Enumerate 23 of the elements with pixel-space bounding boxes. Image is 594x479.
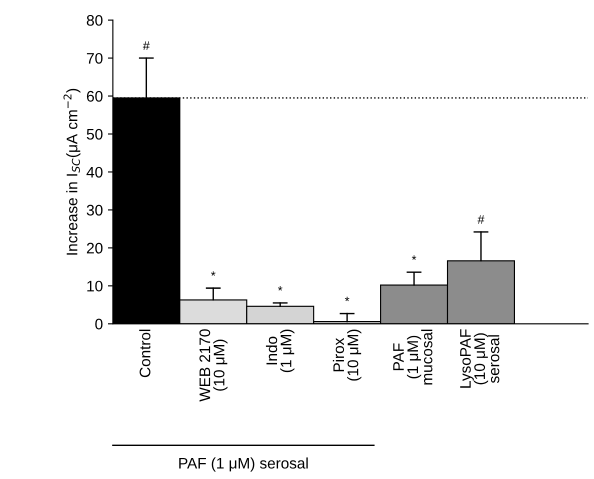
annotation: *	[412, 255, 416, 260]
annotation: *	[278, 286, 282, 291]
y-tick-label: 50	[86, 128, 103, 140]
annotation: #	[478, 215, 484, 224]
y-tick-label: 20	[86, 242, 103, 254]
y-tick-label: 60	[86, 90, 103, 102]
text: PAF (1 μM) serosal	[179, 457, 308, 472]
annotation: #	[142, 41, 150, 50]
x-tick-label: Indo (1 μM)	[266, 330, 294, 372]
annotation: *	[211, 271, 216, 276]
y-axis-title: Increase in I$_{SC}$(μA cm$^{−2}$)	[63, 88, 80, 255]
y-tick-label: 40	[86, 166, 103, 178]
x-tick-label: Control	[139, 330, 150, 378]
y-tick-label: 30	[86, 204, 103, 216]
y-tick-label: 0	[95, 318, 103, 330]
x-tick-label: LysoPAF (10 μM) serosal	[460, 329, 500, 388]
x-tick-label: PAF (1 μM) mucosal	[393, 330, 432, 385]
annotation: *	[344, 296, 350, 302]
y-tick-label: 10	[87, 280, 103, 292]
y-tick-label: 70	[86, 52, 103, 64]
y-tick-label: 80	[86, 14, 103, 26]
x-tick-label: Pirox (10 μM)	[332, 330, 362, 381]
x-tick-label: WEB 2170 (10 μM)	[199, 329, 228, 402]
